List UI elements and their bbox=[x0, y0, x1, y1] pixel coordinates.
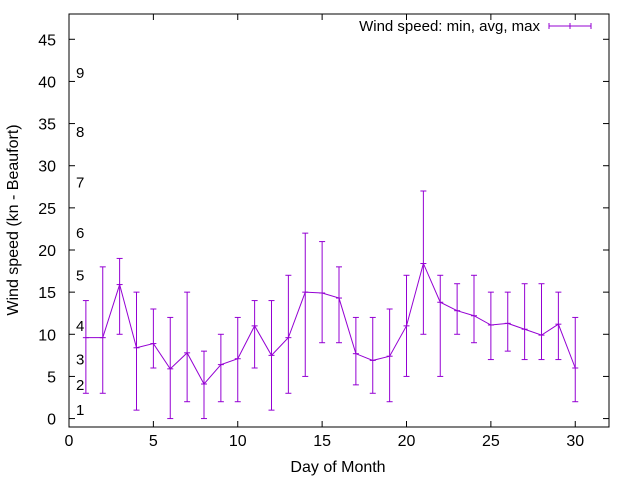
y-tick-label: 35 bbox=[38, 117, 56, 134]
beaufort-label: 8 bbox=[76, 124, 84, 141]
beaufort-label: 6 bbox=[76, 225, 84, 242]
beaufort-label: 4 bbox=[76, 318, 84, 335]
y-tick-label: 10 bbox=[38, 327, 56, 344]
x-tick-label: 30 bbox=[566, 433, 584, 450]
y-tick-label: 20 bbox=[38, 243, 56, 260]
beaufort-scale-labels: 1 2 3 4 5 6 7 8 9 bbox=[76, 65, 84, 419]
plot-frame bbox=[68, 13, 610, 428]
x-tick-label: 25 bbox=[482, 433, 500, 450]
x-tick-label: 0 bbox=[65, 433, 74, 450]
series-layer bbox=[82, 190, 579, 420]
y-tick-label: 0 bbox=[47, 412, 56, 429]
y-tick-label: 5 bbox=[47, 369, 56, 386]
legend-key bbox=[548, 23, 592, 29]
beaufort-label: 2 bbox=[76, 377, 84, 394]
x-tick-label: 15 bbox=[313, 433, 331, 450]
series-line bbox=[85, 261, 576, 385]
y-axis-label: Wind speed (kn - Beaufort) bbox=[5, 124, 22, 315]
legend-label: Wind speed: min, avg, max bbox=[359, 18, 540, 35]
beaufort-label: 5 bbox=[76, 267, 84, 284]
y-tick-label: 15 bbox=[38, 285, 56, 302]
y-tick-label: 45 bbox=[38, 32, 56, 49]
x-axis-label: Day of Month bbox=[290, 459, 385, 476]
beaufort-label: 7 bbox=[76, 175, 84, 192]
y-tick-label: 30 bbox=[38, 159, 56, 176]
beaufort-label: 1 bbox=[76, 402, 84, 419]
x-tick-label: 10 bbox=[229, 433, 247, 450]
legend: Wind speed: min, avg, max bbox=[359, 18, 592, 35]
beaufort-label: 9 bbox=[76, 65, 84, 82]
x-tick-label: 20 bbox=[398, 433, 416, 450]
y-tick-label: 40 bbox=[38, 74, 56, 91]
y-tick-label: 25 bbox=[38, 201, 56, 218]
beaufort-label: 3 bbox=[76, 352, 84, 369]
x-tick-label: 5 bbox=[149, 433, 158, 450]
